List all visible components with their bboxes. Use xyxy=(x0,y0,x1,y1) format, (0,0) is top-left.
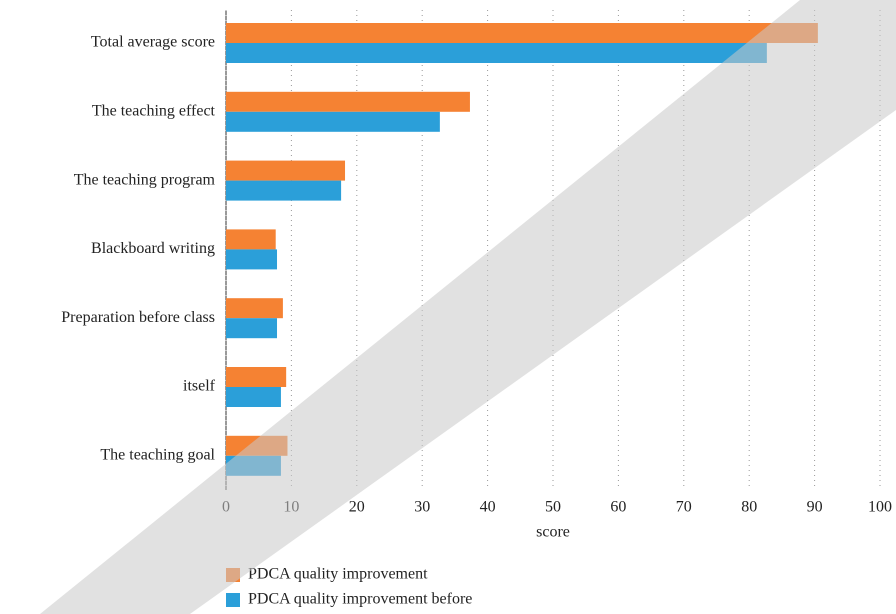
bar xyxy=(226,318,278,339)
legend-swatch xyxy=(226,593,240,607)
bar xyxy=(226,249,278,270)
y-tick-label: itself xyxy=(183,378,216,395)
bar xyxy=(226,43,767,63)
x-tick-label: 80 xyxy=(741,499,757,516)
bar xyxy=(226,387,281,407)
bar xyxy=(226,160,346,181)
y-tick-label: The teaching effect xyxy=(92,102,216,119)
x-axis-label: score xyxy=(536,524,570,541)
x-tick-label: 70 xyxy=(676,499,692,516)
bar xyxy=(226,23,818,43)
bar xyxy=(226,298,283,319)
x-tick-label: 60 xyxy=(610,499,626,516)
x-tick-label: 30 xyxy=(414,499,430,516)
x-tick-label: 20 xyxy=(349,499,365,516)
bar xyxy=(226,367,287,387)
y-tick-label: The teaching program xyxy=(74,171,216,188)
legend-label: PDCA quality improvement before xyxy=(248,591,472,608)
bar xyxy=(226,91,470,112)
x-tick-label: 50 xyxy=(545,499,561,516)
y-tick-label: Blackboard writing xyxy=(91,240,215,257)
watermark-band xyxy=(40,0,896,614)
bar xyxy=(226,111,440,132)
bar xyxy=(226,229,276,250)
x-tick-label: 100 xyxy=(868,499,892,516)
bar xyxy=(226,180,342,201)
y-tick-label: The teaching goal xyxy=(100,446,215,463)
legend-label: PDCA quality improvement xyxy=(248,566,428,583)
y-tick-label: Preparation before class xyxy=(61,309,215,326)
x-tick-label: 40 xyxy=(480,499,496,516)
y-tick-label: Total average score xyxy=(91,34,215,51)
x-tick-label: 90 xyxy=(807,499,823,516)
